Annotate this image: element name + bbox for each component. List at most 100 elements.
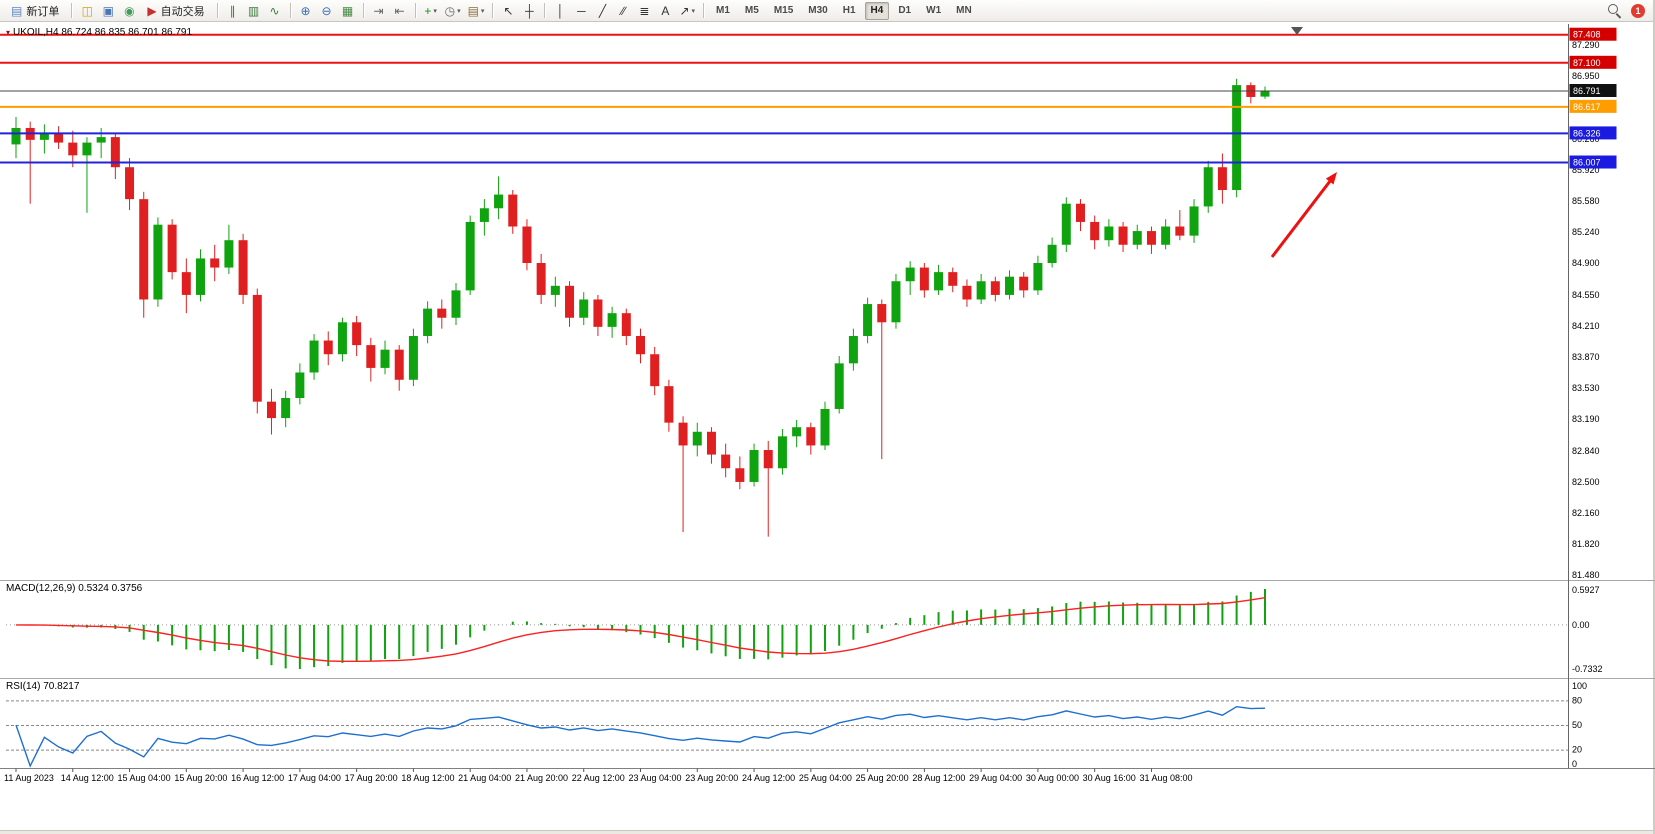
- templates-button[interactable]: ▤ ▾: [465, 1, 488, 21]
- price-tag-87.100: [1569, 55, 1617, 69]
- svg-text:25 Aug 20:00: 25 Aug 20:00: [856, 773, 909, 783]
- bar-chart-icon: ∥: [229, 3, 236, 18]
- svg-text:21 Aug 04:00: 21 Aug 04:00: [458, 773, 511, 783]
- text-icon: A: [661, 3, 670, 18]
- navigator-button[interactable]: ◉: [119, 1, 139, 21]
- indicators-button[interactable]: + ▾: [421, 1, 441, 21]
- timeframe-button-mn[interactable]: MN: [956, 5, 972, 16]
- crosshair-button[interactable]: ┼: [519, 1, 539, 21]
- price-tags: 87.408 87.100 86.791 86.617 86.326 86.007: [1569, 27, 1617, 169]
- svg-text:0.5927: 0.5927: [1572, 585, 1600, 595]
- price-lines-layer[interactable]: [0, 33, 1568, 164]
- svg-text:24 Aug 12:00: 24 Aug 12:00: [742, 773, 795, 783]
- time-axis[interactable]: 11 Aug 2023 14 Aug 12:00 15 Aug 04:00 15 Au…: [4, 768, 1193, 784]
- toolbar-separator: [71, 3, 73, 18]
- horizontal-line-button[interactable]: ─: [571, 1, 591, 21]
- price-tag-86.007: [1569, 155, 1617, 169]
- timeframe-button-h4[interactable]: H4: [864, 1, 890, 20]
- indicators-icon: +: [424, 3, 432, 18]
- svg-text:83.870: 83.870: [1572, 352, 1600, 362]
- cursor-button[interactable]: ↖: [498, 1, 518, 21]
- fibonacci-button[interactable]: ≣: [634, 1, 654, 21]
- svg-text:81.820: 81.820: [1572, 539, 1600, 549]
- svg-text:50: 50: [1572, 720, 1582, 730]
- dropdown-caret-icon: ▾: [433, 7, 437, 15]
- svg-text:0.00: 0.00: [1572, 620, 1590, 630]
- search-icon[interactable]: [1607, 3, 1622, 18]
- candles-layer: [11, 78, 1270, 537]
- arrows-icon: ↗: [679, 3, 690, 18]
- auto-trading-button-label: 自动交易: [160, 5, 205, 18]
- window-bottom-edge: [0, 830, 1653, 834]
- auto-scroll-button[interactable]: ⇥: [369, 1, 389, 21]
- bar-chart-button[interactable]: ∥: [223, 1, 243, 21]
- timeframe-button-d1[interactable]: D1: [898, 5, 912, 16]
- svg-text:16 Aug 12:00: 16 Aug 12:00: [231, 773, 284, 783]
- svg-text:82.500: 82.500: [1572, 477, 1600, 487]
- new-order-icon: ▤: [11, 3, 23, 18]
- auto-trading-button[interactable]: ▶ 自动交易: [140, 1, 211, 21]
- dropdown-caret-icon: ▾: [691, 7, 696, 15]
- price-tag-86.791: [1569, 83, 1617, 97]
- timeframe-button-m5[interactable]: M5: [744, 5, 759, 16]
- annotation-arrow-head: [1325, 172, 1337, 185]
- toolbar-separator: [362, 3, 364, 18]
- chart-shift-button[interactable]: ⇤: [390, 1, 410, 21]
- macd-label: MACD(12,26,9) 0.5324 0.3756: [6, 583, 143, 594]
- toolbar-separator: [289, 3, 291, 18]
- auto-trading-icon: ▶: [147, 3, 157, 18]
- periods-button[interactable]: ◷ ▾: [442, 1, 464, 21]
- svg-text:18 Aug 12:00: 18 Aug 12:00: [401, 773, 454, 783]
- rsi-line: [15, 705, 1266, 768]
- svg-text:85.580: 85.580: [1572, 196, 1600, 206]
- timeframe-button-w1[interactable]: W1: [926, 5, 942, 16]
- channel-icon: ∕∕: [621, 3, 626, 18]
- annotation-arrow[interactable]: [1270, 176, 1334, 258]
- new-order-button[interactable]: ▤ 新订单: [4, 1, 66, 21]
- price-axis[interactable]: 87.29086.95086.61086.26085.92085.58085.2…: [1572, 40, 1600, 580]
- timeframe-button-h1[interactable]: H1: [842, 5, 856, 16]
- chart-window-button[interactable]: ▣: [98, 1, 118, 21]
- svg-text:81.480: 81.480: [1572, 570, 1600, 580]
- svg-text:86.950: 86.950: [1572, 71, 1600, 81]
- chart-marker-icon: ▾: [6, 28, 11, 37]
- vertical-line-button[interactable]: │: [550, 1, 570, 21]
- svg-text:86.617: 86.617: [1573, 102, 1601, 112]
- market-watch-button[interactable]: ◫: [77, 1, 97, 21]
- macd-panel: 0.5927 0.00 -0.7332: [6, 585, 1603, 674]
- svg-text:20: 20: [1572, 745, 1582, 755]
- arrows-button[interactable]: ↗ ▾: [676, 1, 698, 21]
- svg-text:100: 100: [1572, 681, 1587, 691]
- svg-text:82.160: 82.160: [1572, 508, 1600, 518]
- timeframe-button-m15[interactable]: M15: [773, 5, 794, 16]
- tile-windows-button[interactable]: ▦: [338, 1, 358, 21]
- zoom-in-button[interactable]: ⊕: [296, 1, 316, 21]
- price-tag-87.408: [1569, 27, 1617, 41]
- trendline-icon: ╱: [598, 3, 607, 18]
- svg-text:30 Aug 16:00: 30 Aug 16:00: [1083, 773, 1136, 783]
- chart-shift-marker[interactable]: [1291, 27, 1303, 35]
- candlestick-chart-icon: ▥: [247, 3, 260, 18]
- trendline-button[interactable]: ╱: [592, 1, 612, 21]
- macd-signal-line: [15, 597, 1266, 662]
- notification-badge[interactable]: 1: [1631, 3, 1645, 18]
- svg-text:23 Aug 04:00: 23 Aug 04:00: [629, 773, 682, 783]
- candlestick-chart-button[interactable]: ▥: [244, 1, 264, 21]
- chart-title-text: UKOIL,H4 86.724 86.835 86.701 86.791: [13, 27, 193, 38]
- svg-text:84.550: 84.550: [1572, 290, 1600, 300]
- panel-borders: [0, 24, 1655, 769]
- templates-icon: ▤: [467, 3, 479, 18]
- zoom-in-icon: ⊕: [300, 3, 311, 18]
- price-tag-86.617: [1569, 99, 1617, 113]
- svg-text:14 Aug 12:00: 14 Aug 12:00: [61, 773, 114, 783]
- new-order-button-label: 新订单: [26, 5, 60, 18]
- channel-button[interactable]: ∕∕: [613, 1, 633, 21]
- svg-text:25 Aug 04:00: 25 Aug 04:00: [799, 773, 852, 783]
- timeframe-button-m30[interactable]: M30: [808, 5, 828, 16]
- zoom-out-button[interactable]: ⊖: [317, 1, 337, 21]
- text-button[interactable]: A: [655, 1, 675, 21]
- timeframe-button-m1[interactable]: M1: [716, 5, 730, 16]
- line-chart-button[interactable]: ∿: [265, 1, 285, 21]
